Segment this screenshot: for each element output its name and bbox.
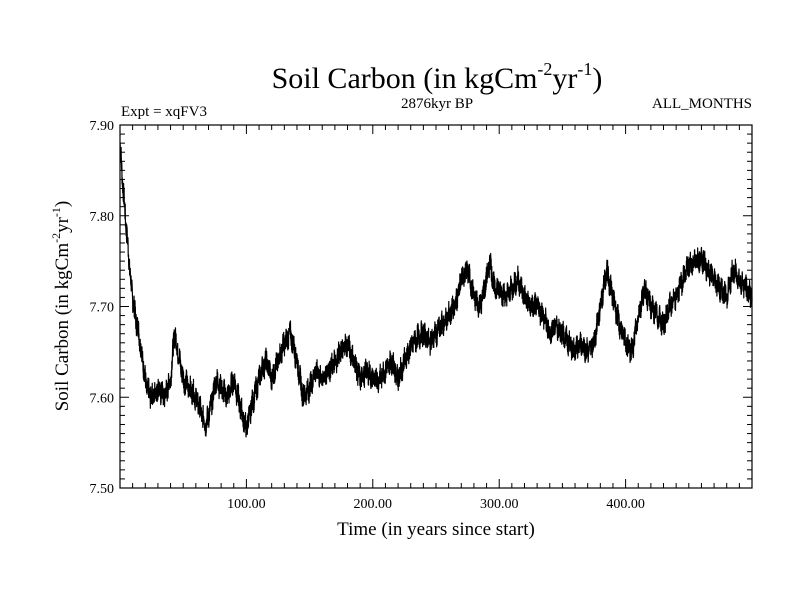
x-axis-label: Time (in years since start) [337,519,535,540]
period-label: 2876kyr BP [401,96,473,112]
experiment-label: Expt = xqFV3 [121,104,207,120]
y-tick-label: 7.70 [90,301,115,316]
y-tick-label: 7.50 [90,482,115,497]
x-tick-label: 100.00 [227,497,266,512]
soil-carbon-series-line [120,143,752,437]
x-tick-labels: 100.00 200.00 300.00 400.00 [227,497,645,512]
y-tick-labels: 7.50 7.60 7.70 7.80 7.90 [90,119,115,497]
x-tick-label: 200.00 [354,497,393,512]
y-tick-label: 7.60 [90,391,115,406]
y-axis-label: Soil Carbon (in kgCm-2yr-1) [49,201,73,412]
chart-title: Soil Carbon (in kgCm-2yr-1) [272,59,603,95]
x-tick-label: 300.00 [480,497,519,512]
x-tick-label: 400.00 [606,497,645,512]
y-tick-label: 7.80 [90,210,115,225]
y-tick-label: 7.90 [90,119,115,134]
months-label: ALL_MONTHS [652,96,752,112]
soil-carbon-chart: Soil Carbon (in kgCm-2yr-1) Expt = xqFV3… [0,0,800,600]
